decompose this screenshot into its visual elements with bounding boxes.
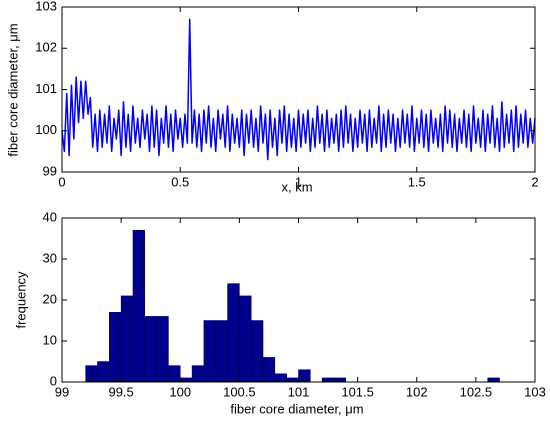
x-tick-label: 0 — [58, 174, 65, 189]
histogram-bar — [97, 361, 110, 383]
histogram-bar — [250, 320, 264, 383]
y-axis-label: fiber core diameter, μm — [5, 23, 20, 156]
y-tick-label: 20 — [43, 291, 57, 306]
y-tick-label: 102 — [35, 40, 57, 55]
histogram-bar — [132, 230, 146, 383]
y-tick-label: 100 — [35, 122, 57, 137]
x-tick-label: 101 — [288, 384, 310, 399]
histogram-bar — [85, 365, 98, 383]
histogram-bar — [215, 320, 228, 383]
x-tick-label: 103 — [524, 384, 546, 399]
histogram-bar — [168, 365, 181, 383]
x-tick-label: 101.5 — [341, 384, 374, 399]
histogram-bar — [286, 377, 299, 383]
x-axis-label: x, km — [281, 179, 312, 194]
y-tick-label: 0 — [50, 373, 57, 388]
axes-box — [61, 6, 536, 173]
histogram-bar — [120, 295, 134, 383]
x-tick-label: 102.5 — [460, 384, 493, 399]
histogram-bar — [156, 316, 169, 383]
histogram-bar — [191, 365, 205, 383]
x-tick-label: 99 — [55, 384, 69, 399]
y-tick-label: 99 — [43, 163, 57, 178]
histogram-bar — [274, 373, 287, 383]
histogram-bar — [321, 377, 335, 383]
x-tick-label: 102 — [406, 384, 428, 399]
histogram-bar — [298, 369, 311, 383]
histogram-bar — [239, 295, 252, 383]
histogram-bar — [262, 357, 276, 383]
histogram-bar — [180, 377, 193, 383]
x-axis-label: fiber core diameter, μm — [230, 401, 363, 416]
y-tick-label: 40 — [43, 209, 57, 224]
x-tick-label: 99.5 — [108, 384, 133, 399]
y-tick-label: 101 — [35, 81, 57, 96]
y-tick-label: 10 — [43, 332, 57, 347]
y-tick-label: 30 — [43, 250, 57, 265]
histogram-bar — [333, 377, 347, 383]
data-line — [61, 18, 536, 161]
x-tick-label: 0.5 — [171, 174, 189, 189]
histogram-bar — [227, 283, 240, 383]
histogram-bar — [144, 316, 157, 383]
y-tick-label: 103 — [35, 0, 57, 13]
y-axis-label: frequency — [13, 271, 28, 329]
x-tick-label: 1 — [295, 174, 302, 189]
histogram-bar — [109, 312, 122, 383]
x-tick-label: 100 — [169, 384, 191, 399]
histogram-bar — [203, 320, 216, 383]
histogram-bar — [487, 377, 500, 383]
x-tick-label: 2 — [531, 174, 538, 189]
x-tick-label: 100.5 — [223, 384, 256, 399]
x-tick-label: 1.5 — [408, 174, 426, 189]
